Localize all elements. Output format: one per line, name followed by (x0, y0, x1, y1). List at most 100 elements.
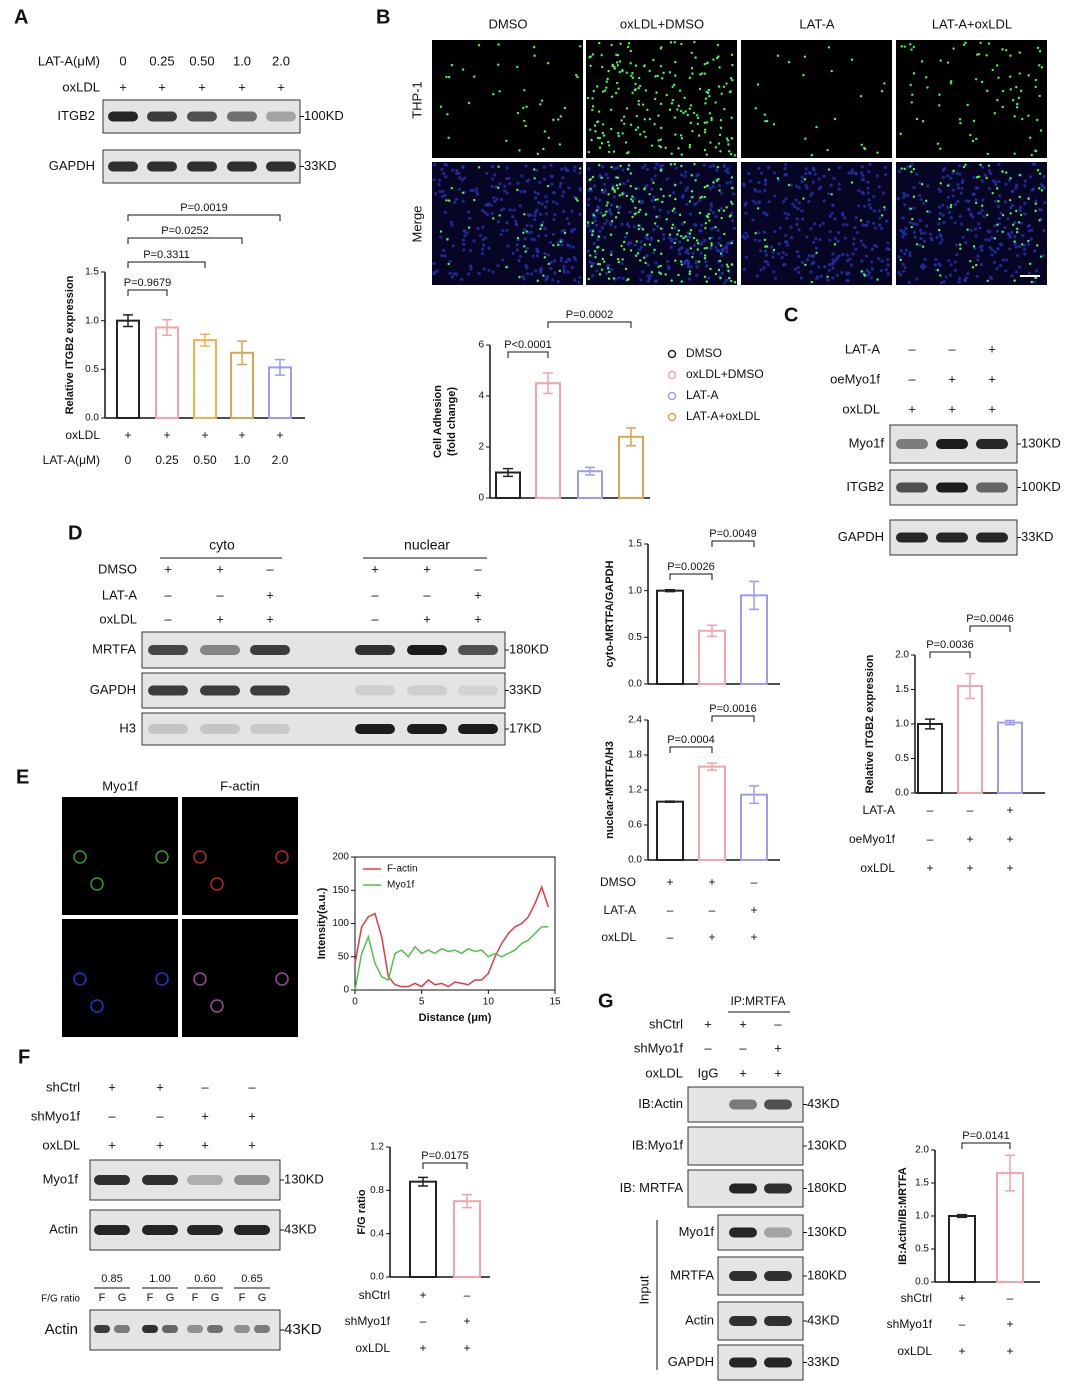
nucleus-dot (443, 193, 447, 197)
error-bar (626, 427, 636, 447)
cell-dot (605, 80, 608, 83)
cell-dot (830, 193, 833, 196)
condition-sign: – (423, 587, 431, 602)
cell-dot (1009, 54, 1012, 57)
cell-dot (607, 193, 610, 196)
nucleus-dot (556, 280, 560, 284)
cell-dot (673, 41, 676, 44)
condition-sign: + (248, 1137, 256, 1152)
nucleus-dot (828, 230, 832, 234)
nucleus-dot (695, 259, 699, 263)
nucleus-dot (877, 185, 881, 189)
cell-dot (635, 240, 638, 243)
cell-dot (1036, 168, 1040, 172)
nucleus-dot (805, 186, 809, 190)
nucleus-dot (783, 263, 787, 267)
cell-dot (629, 172, 633, 175)
blot-band (207, 1325, 223, 1333)
cell-dot (920, 60, 924, 63)
cell-dot (665, 93, 668, 97)
nucleus-dot (526, 272, 530, 276)
nucleus-dot (783, 166, 787, 171)
cell-dot (601, 248, 605, 252)
nucleus-dot (533, 214, 537, 218)
nucleus-dot (535, 249, 539, 253)
nucleus-dot (440, 167, 444, 171)
nucleus-dot (709, 204, 714, 208)
cell-dot (602, 134, 606, 137)
nucleus-dot (536, 192, 540, 196)
nucleus-dot (773, 229, 777, 234)
bar (193, 339, 217, 419)
size-label: 180KD (509, 641, 549, 656)
condition-sign: + (216, 561, 224, 576)
nucleus-dot (542, 165, 546, 169)
cell-dot (540, 99, 544, 102)
cell-dot (776, 54, 780, 57)
cell-dot (625, 71, 628, 74)
cell-dot (617, 134, 620, 138)
nucleus-dot (444, 175, 448, 179)
nucleus-dot (901, 235, 905, 239)
blot-row-label: Actin (49, 1221, 78, 1236)
nucleus-dot (997, 162, 1001, 167)
nucleus-dot (1026, 242, 1031, 246)
cell-dot (505, 265, 508, 269)
fluorescence-image (62, 919, 178, 1037)
cell-dot (477, 166, 481, 169)
nucleus-dot (661, 163, 665, 168)
cell-dot (787, 183, 791, 187)
nucleus-dot (872, 194, 876, 199)
blot-row-label: IB: MRTFA (620, 1180, 684, 1195)
nucleus-dot (875, 244, 879, 249)
nucleus-dot (826, 278, 830, 282)
nucleus-dot (878, 216, 882, 220)
cell-dot (833, 117, 837, 121)
cell-dot (643, 243, 646, 246)
cell-dot (715, 179, 719, 182)
nucleus-dot (812, 260, 816, 264)
cell-dot (609, 233, 613, 236)
blot-row-label: GAPDH (49, 158, 95, 173)
blot-row-label: IB:Myo1f (632, 1137, 684, 1152)
nucleus-dot (831, 252, 835, 256)
x-tick-label: + (958, 1291, 965, 1305)
cell-dot (684, 110, 687, 113)
nucleus-dot (483, 210, 487, 215)
nucleus-dot (461, 199, 465, 203)
cell-dot (670, 152, 673, 155)
cell-dot (680, 42, 683, 46)
nucleus-dot (861, 173, 865, 178)
cell-dot (1015, 230, 1019, 234)
y-axis-label: Relative ITGB2 expression (64, 275, 76, 414)
nucleus-dot (811, 180, 815, 184)
nucleus-dot (953, 202, 958, 206)
x-tick-label: 1.0 (234, 453, 251, 467)
cell-dot (574, 197, 578, 200)
cell-dot (602, 260, 606, 263)
cell-dot (660, 126, 663, 130)
nucleus-dot (957, 280, 961, 284)
cell-dot (703, 254, 707, 257)
panel-letter: F (18, 1046, 30, 1068)
nucleus-dot (689, 265, 693, 269)
nucleus-dot (861, 191, 866, 196)
cell-dot (641, 228, 645, 231)
condition-sign: + (988, 341, 996, 356)
nucleus-dot (814, 246, 819, 250)
condition-sign: 0.50 (189, 53, 214, 68)
nucleus-dot (974, 186, 978, 190)
nucleus-dot (899, 249, 903, 253)
group-label: IP:MRTFA (730, 994, 785, 1008)
cell-dot (589, 64, 592, 67)
nucleus-dot (919, 236, 923, 241)
nucleus-dot (578, 212, 582, 216)
cell-dot (810, 280, 814, 284)
nucleus-dot (498, 182, 502, 186)
cell-dot (524, 250, 527, 253)
cell-dot (703, 247, 706, 250)
y-tick-label: 0.0 (895, 788, 909, 799)
nucleus-dot (744, 231, 748, 235)
cell-dot (447, 199, 451, 202)
nucleus-dot (603, 235, 607, 239)
